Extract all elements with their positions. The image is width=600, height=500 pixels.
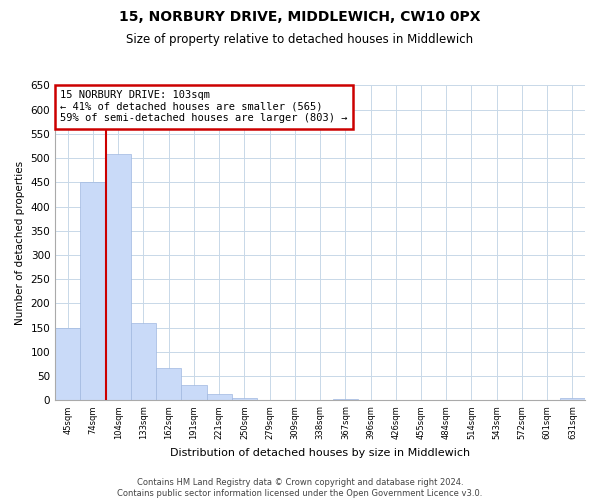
X-axis label: Distribution of detached houses by size in Middlewich: Distribution of detached houses by size … — [170, 448, 470, 458]
Bar — [55, 328, 80, 400]
Bar — [232, 398, 257, 400]
Bar — [131, 323, 156, 400]
Bar — [332, 399, 358, 400]
Bar — [80, 182, 106, 400]
Y-axis label: Number of detached properties: Number of detached properties — [15, 161, 25, 325]
Bar — [206, 394, 232, 400]
Text: 15, NORBURY DRIVE, MIDDLEWICH, CW10 0PX: 15, NORBURY DRIVE, MIDDLEWICH, CW10 0PX — [119, 10, 481, 24]
Bar — [106, 154, 131, 400]
Bar — [560, 398, 585, 400]
Text: Size of property relative to detached houses in Middlewich: Size of property relative to detached ho… — [127, 32, 473, 46]
Text: Contains HM Land Registry data © Crown copyright and database right 2024.
Contai: Contains HM Land Registry data © Crown c… — [118, 478, 482, 498]
Text: 15 NORBURY DRIVE: 103sqm
← 41% of detached houses are smaller (565)
59% of semi-: 15 NORBURY DRIVE: 103sqm ← 41% of detach… — [61, 90, 348, 124]
Bar — [156, 368, 181, 400]
Bar — [181, 385, 206, 400]
